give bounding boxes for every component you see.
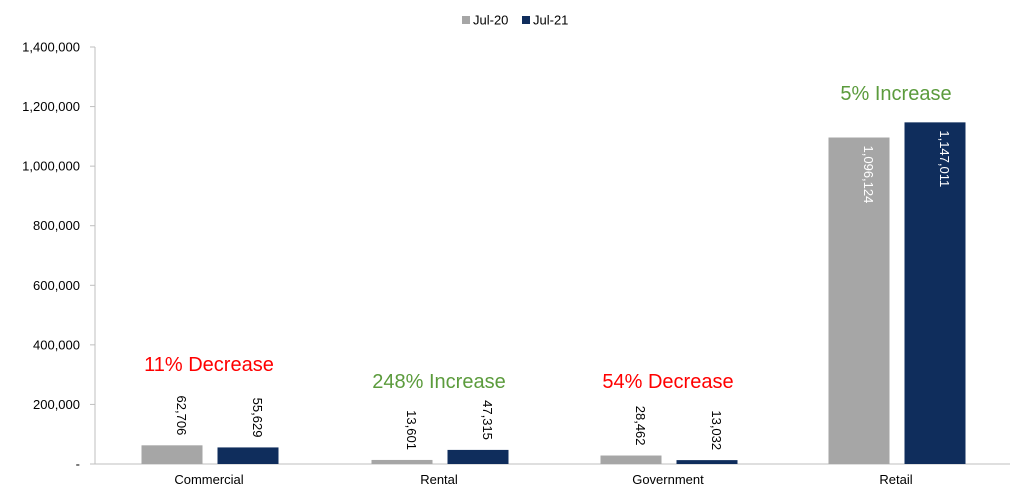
- x-tick-label: Commercial: [174, 472, 243, 487]
- bars: [141, 122, 966, 464]
- bar-jul-20: [371, 459, 433, 464]
- legend-swatch: [462, 16, 470, 24]
- legend-swatch: [522, 16, 530, 24]
- y-tick-label: 800,000: [33, 218, 80, 233]
- data-label: 13,032: [709, 410, 724, 450]
- annotation: 5% Increase: [840, 83, 951, 105]
- data-label: 62,706: [174, 396, 189, 436]
- bar-jul-20: [141, 445, 203, 464]
- annotation: 11% Decrease: [144, 354, 274, 376]
- x-axis: Commercial Rental Government Retail: [95, 463, 1010, 487]
- x-tick-label: Retail: [879, 472, 912, 487]
- bar-jul-21: [217, 447, 279, 464]
- y-tick-label: 400,000: [33, 337, 80, 352]
- data-labels: 62,706 13,601 28,462 1,096,124 55,629 47,315 1…: [174, 130, 952, 450]
- annotations: 11% Decrease 248% Increase 54% Decrease 5% …: [144, 83, 951, 393]
- y-axis: - 200,000 400,000 600,000 800,000 1,000,000 1,…: [22, 40, 96, 472]
- data-label: 13,601: [404, 410, 419, 450]
- data-label: 55,629: [250, 398, 265, 438]
- annotation: 54% Decrease: [602, 371, 733, 393]
- bar-jul-21: [676, 460, 738, 464]
- y-tick-label: 1,400,000: [22, 40, 80, 55]
- data-label: 28,462: [633, 406, 648, 446]
- y-tick-label: 1,200,000: [22, 99, 80, 114]
- legend: Jul-20 Jul-21: [462, 13, 568, 28]
- legend-label: Jul-20: [473, 13, 508, 28]
- y-tick-label: 200,000: [33, 397, 80, 412]
- data-label: 1,147,011: [937, 130, 952, 187]
- annotation: 248% Increase: [372, 371, 505, 393]
- data-label: 1,096,124: [861, 146, 876, 204]
- y-tick-label: 600,000: [33, 278, 80, 293]
- x-tick-label: Government: [632, 472, 704, 487]
- data-label: 47,315: [480, 400, 495, 440]
- y-tick-label: -: [76, 457, 80, 472]
- bar-jul-21: [447, 449, 509, 464]
- bar-jul-20: [600, 455, 662, 464]
- bar-jul-20: [828, 137, 890, 464]
- x-tick-label: Rental: [420, 472, 458, 487]
- legend-label: Jul-21: [533, 13, 568, 28]
- bar-jul-21: [904, 122, 966, 464]
- y-tick-label: 1,000,000: [22, 159, 80, 174]
